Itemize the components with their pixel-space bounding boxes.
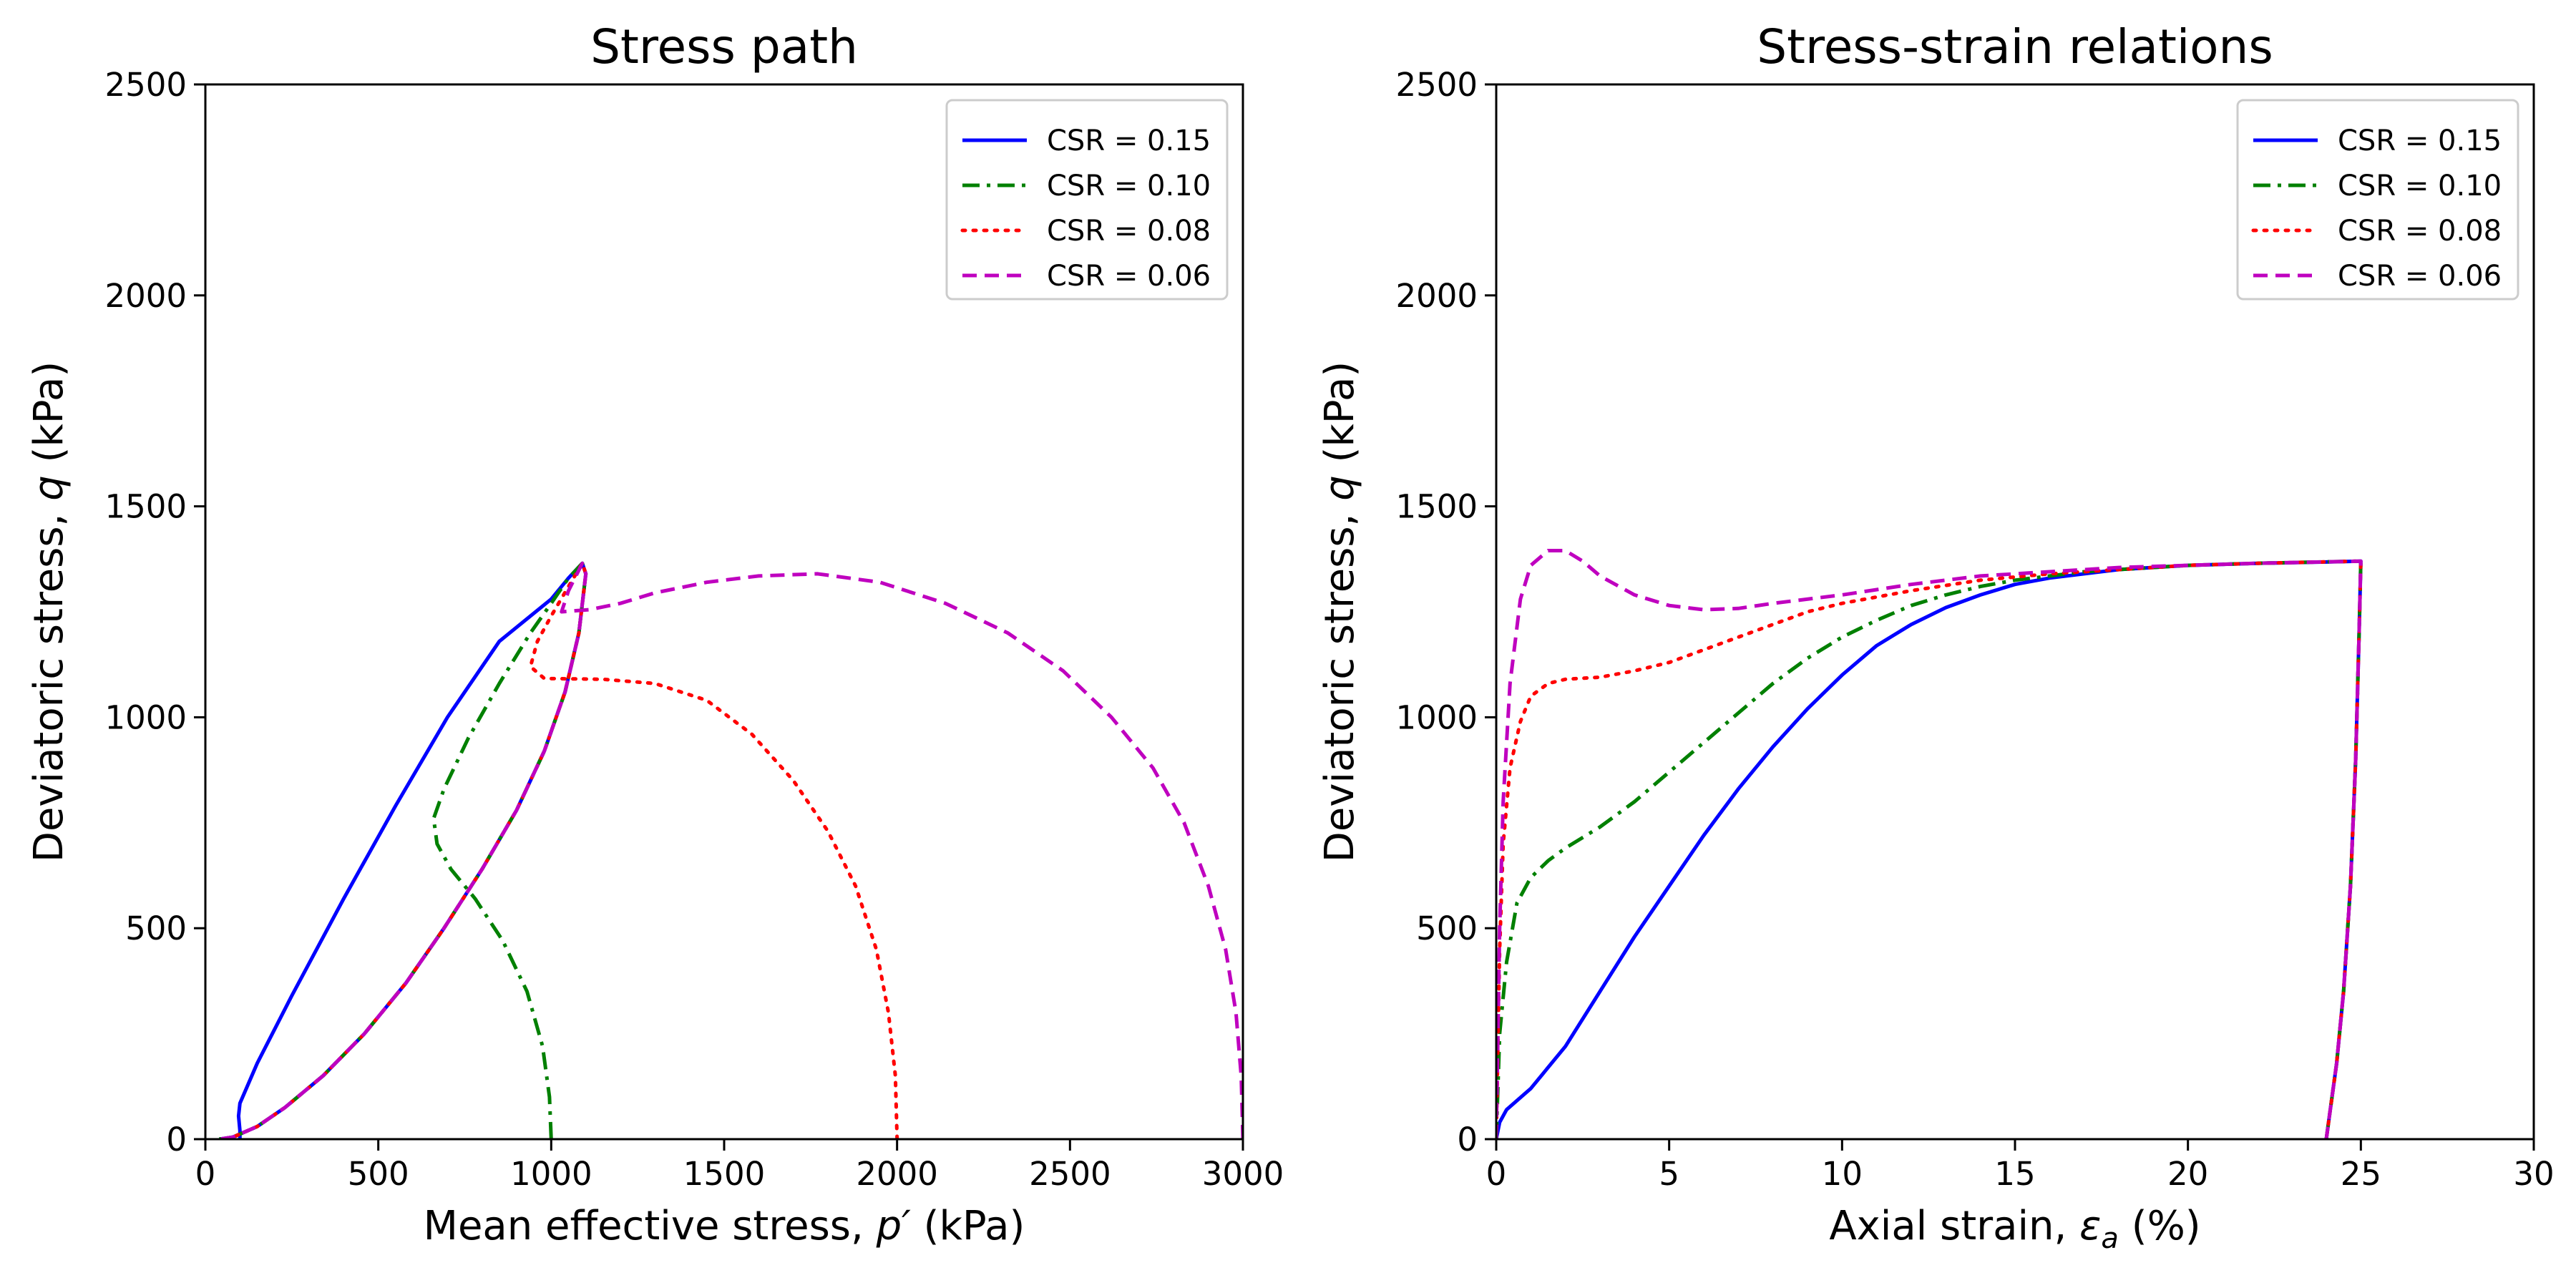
y-axis-label: Deviatoric stress, q (kPa) (1317, 361, 1363, 862)
y-tick-label: 2000 (1395, 277, 1478, 315)
x-axis-label: Mean effective stress, p′ (kPa) (424, 1203, 1025, 1249)
x-tick-label: 25 (2341, 1155, 2381, 1193)
legend-entry: CSR = 0.06 (2338, 260, 2502, 293)
x-tick-label: 0 (195, 1155, 216, 1193)
series-line-csr-0-10 (1496, 559, 2363, 1139)
legend-entry: CSR = 0.08 (1047, 215, 1211, 248)
y-tick-label: 1000 (104, 698, 187, 736)
y-tick-label: 1500 (1395, 488, 1478, 526)
x-tick-label: 5 (1659, 1155, 1679, 1193)
x-axis-label: Axial strain, εa (%) (1829, 1203, 2200, 1255)
y-tick-label: 0 (1457, 1121, 1478, 1158)
legend: CSR = 0.15 CSR = 0.10 CSR = 0.08 CSR = 0.06 (945, 99, 1229, 301)
legend-entry: CSR = 0.06 (1047, 260, 1211, 293)
x-tick-label: 20 (2167, 1155, 2208, 1193)
legend: CSR = 0.15 CSR = 0.10 CSR = 0.08 CSR = 0.06 (2236, 99, 2519, 301)
legend-entry: CSR = 0.10 (2338, 170, 2502, 203)
x-tick-label: 3000 (1202, 1155, 1284, 1193)
x-tick-label: 1000 (510, 1155, 592, 1193)
chart-title: Stress-strain relations (1757, 19, 2273, 74)
series-line-csr-0-15 (218, 561, 588, 1139)
chart-panel-2: 0 5 10 15 20 25 30 0 500 1000 1500 2000 2500 Stress-s… (1317, 19, 2555, 1255)
x-tick-label: 1500 (683, 1155, 766, 1193)
legend-box (2236, 99, 2519, 301)
x-tick-label: 2500 (1029, 1155, 1111, 1193)
legend-entry: CSR = 0.15 (2338, 125, 2502, 157)
y-tick-label: 2000 (104, 277, 187, 315)
x-tick-label: 30 (2513, 1155, 2554, 1193)
series-line-csr-0-10 (218, 561, 588, 1139)
legend-box (945, 99, 1229, 301)
chart-title: Stress path (590, 19, 858, 74)
legend-entry: CSR = 0.08 (2338, 215, 2502, 248)
series-line-csr-0-15 (1496, 559, 2363, 1139)
y-tick-label: 1000 (1395, 698, 1478, 736)
legend-entry: CSR = 0.15 (1047, 125, 1211, 157)
series-line-csr-0-08 (1496, 559, 2363, 1139)
y-tick-label: 2500 (104, 66, 187, 104)
y-tick-label: 500 (1416, 909, 1478, 947)
legend-entry: CSR = 0.10 (1047, 170, 1211, 203)
y-tick-label: 2500 (1395, 66, 1478, 104)
y-tick-label: 0 (166, 1121, 187, 1158)
x-tick-label: 15 (1994, 1155, 2035, 1193)
y-tick-label: 500 (125, 909, 187, 947)
x-tick-label: 0 (1486, 1155, 1507, 1193)
y-axis-label: Deviatoric stress, q (kPa) (26, 361, 72, 862)
series-line-csr-0-08 (217, 561, 899, 1139)
series-line-csr-0-06 (1496, 549, 2363, 1139)
x-tick-label: 2000 (856, 1155, 938, 1193)
series-line-csr-0-06 (218, 561, 1243, 1139)
x-tick-label: 10 (1822, 1155, 1863, 1193)
chart-panel-1: 0 500 1000 1500 2000 2500 3000 0 500 1000 1500 2000… (26, 19, 1284, 1249)
y-tick-label: 1500 (104, 488, 187, 526)
x-tick-label: 500 (348, 1155, 409, 1193)
